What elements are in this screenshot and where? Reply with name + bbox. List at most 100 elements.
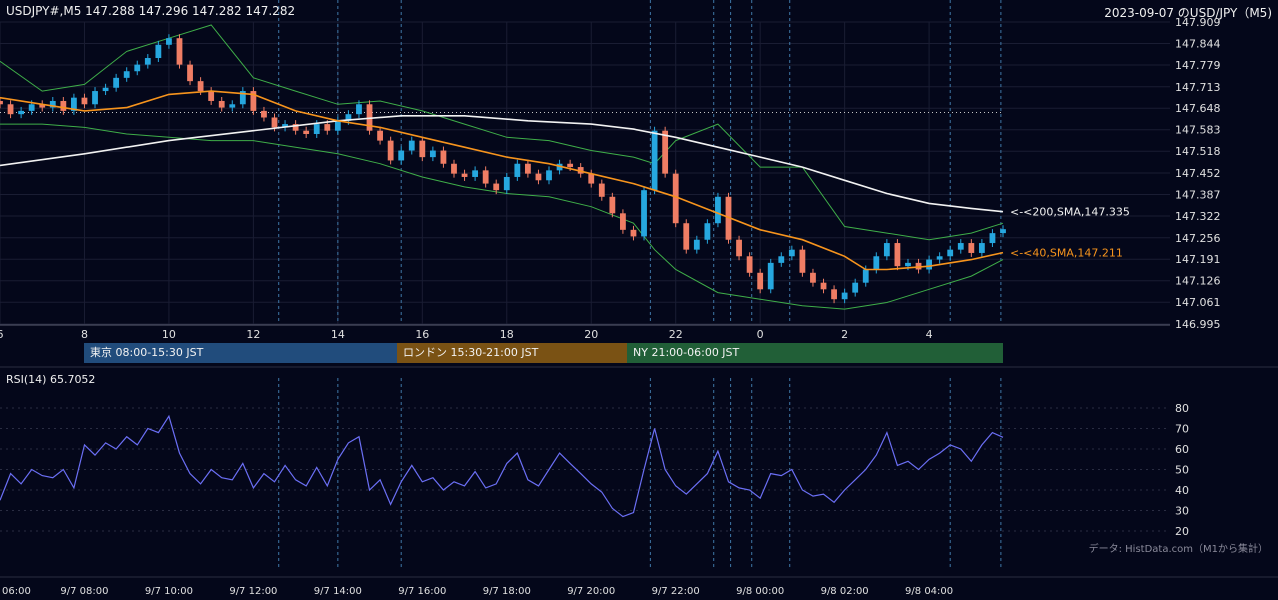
candle-body <box>81 97 88 105</box>
candle-body <box>662 130 669 174</box>
candle-body <box>18 110 25 115</box>
session-vertical-markers <box>278 0 1002 570</box>
hour-tick-label: 8 <box>81 328 88 341</box>
price-tick-label: 147.713 <box>1175 81 1221 94</box>
candle-body <box>820 282 827 290</box>
candle-body <box>556 163 563 171</box>
candle-body <box>609 196 616 214</box>
candle-body <box>683 223 690 250</box>
data-credit: データ: HistData.com（M1から集計） <box>1088 544 1268 555</box>
rsi-tick-label: 70 <box>1175 423 1189 436</box>
sma-annotations: <-<200,SMA,147.335 <-<40,SMA,147.211 <box>1010 206 1130 260</box>
price-tick-label: 147.126 <box>1175 275 1221 288</box>
candle-body <box>630 229 637 237</box>
price-tick-label: 147.191 <box>1175 253 1221 266</box>
candle-body <box>229 104 236 108</box>
price-tick-label: 147.779 <box>1175 59 1221 72</box>
candle-body <box>715 196 721 224</box>
hour-tick-label: 4 <box>926 328 933 341</box>
bb-upper-line <box>0 24 1004 241</box>
candle-body <box>123 71 130 78</box>
candle-body <box>39 104 46 108</box>
sma-200-line <box>0 115 1004 213</box>
candle-body <box>345 114 352 121</box>
price-tick-label: 147.452 <box>1175 167 1221 180</box>
candle-body <box>503 176 510 191</box>
rsi-tick-label: 50 <box>1175 464 1189 477</box>
candle-body <box>641 190 647 237</box>
candle-body <box>978 243 985 253</box>
candle-body <box>831 289 837 300</box>
candle-body <box>166 38 172 45</box>
candle-body <box>7 104 14 115</box>
candle-body <box>303 130 310 135</box>
hour-tick-label: 2 <box>841 328 848 341</box>
candle-body <box>957 243 964 250</box>
candle-body <box>398 150 405 161</box>
candle-body <box>693 239 700 250</box>
candle-body <box>514 163 521 177</box>
candle-body <box>387 140 394 161</box>
candle-body <box>799 249 806 273</box>
candle-body <box>71 97 77 111</box>
candle-body <box>250 91 257 111</box>
price-tick-label: 147.648 <box>1175 102 1221 115</box>
candle-body <box>334 120 341 131</box>
candle-body <box>461 173 468 177</box>
rsi-tick-label: 80 <box>1175 402 1189 415</box>
price-tick-label: 146.995 <box>1175 318 1221 331</box>
date-tick-label: 9/7 08:00 <box>60 586 108 597</box>
rsi-label: RSI(14) 65.7052 <box>6 373 96 386</box>
price-tick-label: 147.909 <box>1175 16 1221 29</box>
hour-tick-label: 0 <box>757 328 764 341</box>
date-axis: 06:00 9/7 08:00 9/7 10:00 9/7 12:00 9/7 14:0… <box>2 586 953 597</box>
chart-title: 2023-09-07 のUSD/JPY（M5) <box>1104 6 1272 20</box>
hour-tick-label: 18 <box>500 328 514 341</box>
candle-body <box>535 173 542 181</box>
hour-tick-label: 14 <box>331 328 345 341</box>
candle-body <box>482 170 489 184</box>
hour-tick-label: 12 <box>246 328 260 341</box>
candle-body <box>28 104 35 111</box>
candle-body <box>218 100 225 108</box>
price-tick-label: 147.583 <box>1175 124 1221 137</box>
date-tick-label: 9/7 18:00 <box>483 586 531 597</box>
bollinger-bands <box>0 24 1004 310</box>
candle-body <box>524 163 531 174</box>
date-tick-label: 9/7 16:00 <box>398 586 446 597</box>
candle-body <box>92 91 98 105</box>
candle-body <box>704 223 711 240</box>
candle-body <box>197 81 204 92</box>
candle-body <box>282 124 288 128</box>
hour-tick-label: 10 <box>162 328 176 341</box>
main-gridlines <box>0 21 1170 325</box>
candle-body <box>862 269 869 283</box>
candle-body <box>788 249 795 257</box>
candle-body <box>377 130 383 141</box>
candle-body <box>408 140 415 151</box>
candle-body <box>1000 229 1006 234</box>
date-tick-label: 9/8 00:00 <box>736 586 784 597</box>
candle-body <box>736 239 742 257</box>
candle-body <box>261 110 267 118</box>
candle-body <box>767 262 774 290</box>
candle-body <box>49 100 56 108</box>
hour-tick-label: 6 <box>0 328 4 341</box>
date-tick-label: 9/7 12:00 <box>229 586 277 597</box>
date-tick-label: 9/7 14:00 <box>314 586 362 597</box>
candle-body <box>841 292 848 300</box>
candle-body <box>905 262 911 267</box>
candle-body <box>746 256 753 273</box>
candle-body <box>451 163 457 174</box>
candle-body <box>598 183 605 197</box>
rsi-tick-label: 20 <box>1175 525 1189 538</box>
candle-body <box>113 77 120 88</box>
date-tick-label: 06:00 <box>2 586 31 597</box>
candle-body <box>968 243 975 253</box>
candlesticks <box>0 34 1006 304</box>
candle-body <box>588 173 595 184</box>
candle-body <box>176 38 183 65</box>
candle-body <box>440 150 447 164</box>
candle-body <box>271 117 278 128</box>
candle-body <box>187 64 193 82</box>
